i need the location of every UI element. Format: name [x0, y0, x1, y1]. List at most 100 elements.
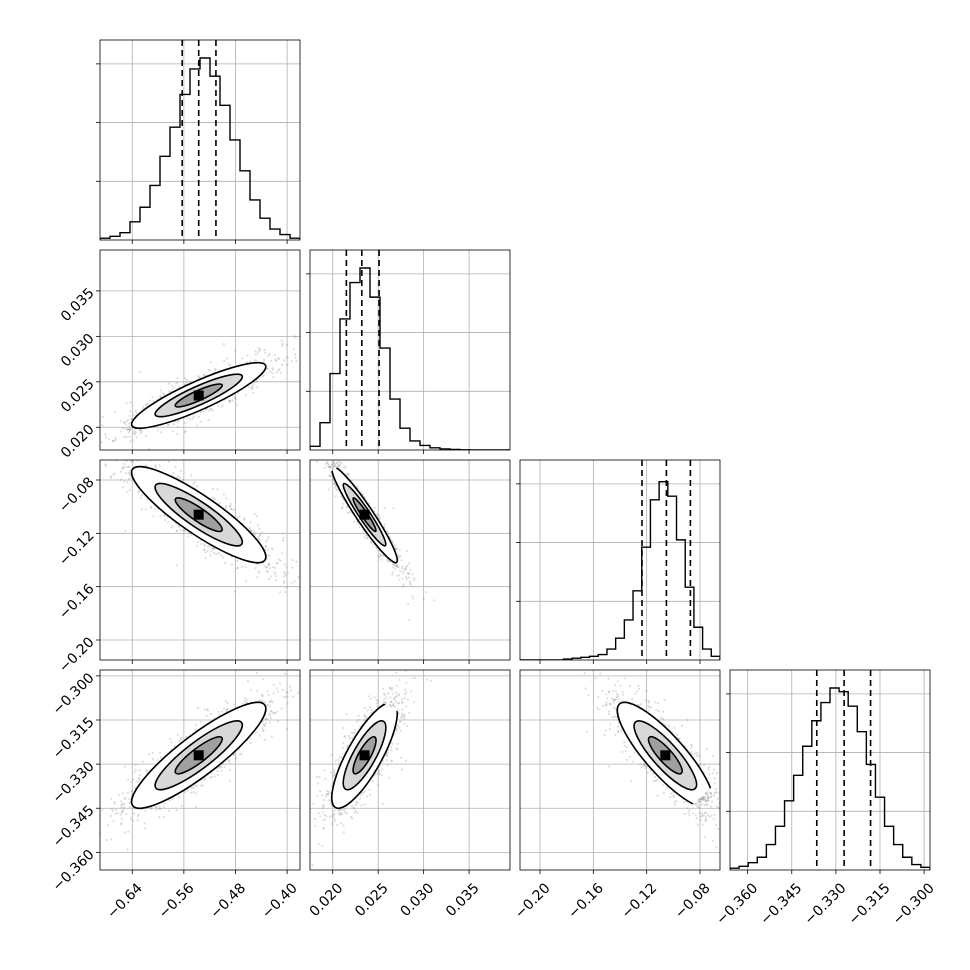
sample-point: [222, 493, 225, 496]
sample-point: [315, 460, 319, 463]
sample-point: [175, 381, 179, 384]
sample-point: [377, 555, 380, 558]
sample-point: [207, 369, 210, 372]
sample-point: [125, 402, 128, 405]
sample-point: [246, 354, 249, 357]
sample-point: [394, 568, 397, 571]
sample-point: [123, 421, 127, 424]
sample-point: [174, 382, 178, 385]
sample-point: [258, 534, 262, 537]
sample-point: [203, 548, 206, 551]
sample-point: [271, 372, 274, 375]
sample-point: [98, 451, 100, 453]
sample-point: [125, 460, 128, 463]
sample-point: [286, 571, 289, 574]
sample-point: [128, 429, 131, 432]
sample-point: [107, 438, 111, 441]
sample-point: [335, 488, 338, 491]
sample-point: [126, 490, 129, 494]
sample-point: [139, 428, 142, 432]
sample-point: [209, 554, 212, 557]
sample-point: [337, 465, 340, 468]
sample-point: [126, 428, 129, 431]
sample-point: [409, 583, 412, 586]
sample-point: [145, 454, 147, 456]
sample-point: [263, 564, 266, 567]
sample-point: [292, 348, 295, 351]
sample-point: [254, 350, 257, 353]
sample-point: [283, 563, 286, 566]
sample-point: [255, 359, 258, 362]
sample-point: [405, 565, 408, 568]
sample-point: [268, 721, 271, 724]
sample-point: [267, 563, 270, 567]
sample-point: [250, 530, 253, 533]
sample-point: [360, 491, 363, 494]
sample-point: [286, 356, 289, 359]
sample-point: [340, 495, 343, 498]
sample-point: [330, 475, 333, 478]
sample-point: [340, 507, 343, 510]
sample-point: [203, 373, 206, 377]
sample-point: [133, 433, 137, 436]
sample-point: [269, 370, 272, 373]
sample-point: [334, 463, 337, 466]
sample-point: [139, 429, 142, 432]
sample-point: [209, 369, 212, 372]
sample-point: [332, 465, 335, 468]
sample-point: [399, 555, 402, 558]
sample-point: [377, 556, 381, 559]
sample-point: [139, 496, 142, 499]
sample-point: [251, 386, 255, 389]
sample-point: [122, 421, 125, 424]
sample-point: [306, 418, 308, 420]
sample-point: [177, 526, 181, 529]
sample-point: [330, 457, 332, 459]
sample-point: [321, 604, 323, 606]
sample-point: [329, 466, 332, 469]
sample-point: [365, 534, 368, 537]
sample-point: [279, 559, 282, 562]
sample-point: [207, 409, 210, 412]
sample-point: [139, 457, 141, 459]
density-peak: [359, 509, 370, 520]
sample-point: [179, 470, 182, 473]
panel-2-2: [516, 459, 721, 664]
sample-point: [210, 408, 213, 411]
sample-point: [126, 420, 129, 423]
sample-point: [348, 511, 351, 514]
panel-frame: [309, 459, 511, 661]
histogram-0: [100, 57, 300, 240]
sample-point: [274, 575, 277, 578]
sample-point: [283, 580, 286, 583]
sample-point: [303, 426, 305, 428]
sample-point: [225, 357, 229, 360]
sample-point: [187, 535, 190, 538]
sample-point: [379, 554, 382, 557]
sample-point: [283, 581, 286, 584]
sample-point: [152, 515, 155, 518]
sample-point: [277, 357, 281, 360]
sample-point: [253, 359, 256, 362]
sample-point: [168, 382, 171, 385]
sample-point: [119, 470, 122, 473]
sample-point: [338, 460, 341, 463]
sample-point: [177, 385, 181, 389]
sample-point: [282, 537, 285, 540]
sample-point: [347, 473, 350, 476]
sample-point: [403, 568, 406, 571]
sample-point: [211, 547, 214, 550]
sample-point: [140, 456, 142, 458]
sample-point: [323, 466, 326, 469]
sample-point: [286, 356, 289, 359]
sample-point: [130, 460, 133, 462]
sample-point: [122, 466, 125, 470]
sample-point: [294, 356, 297, 359]
sample-point: [171, 387, 174, 390]
sample-point: [129, 440, 132, 443]
sample-point: [176, 377, 179, 380]
sample-point: [394, 547, 397, 550]
sample-point: [185, 381, 188, 384]
sample-point: [328, 474, 331, 477]
sample-point: [229, 399, 232, 402]
